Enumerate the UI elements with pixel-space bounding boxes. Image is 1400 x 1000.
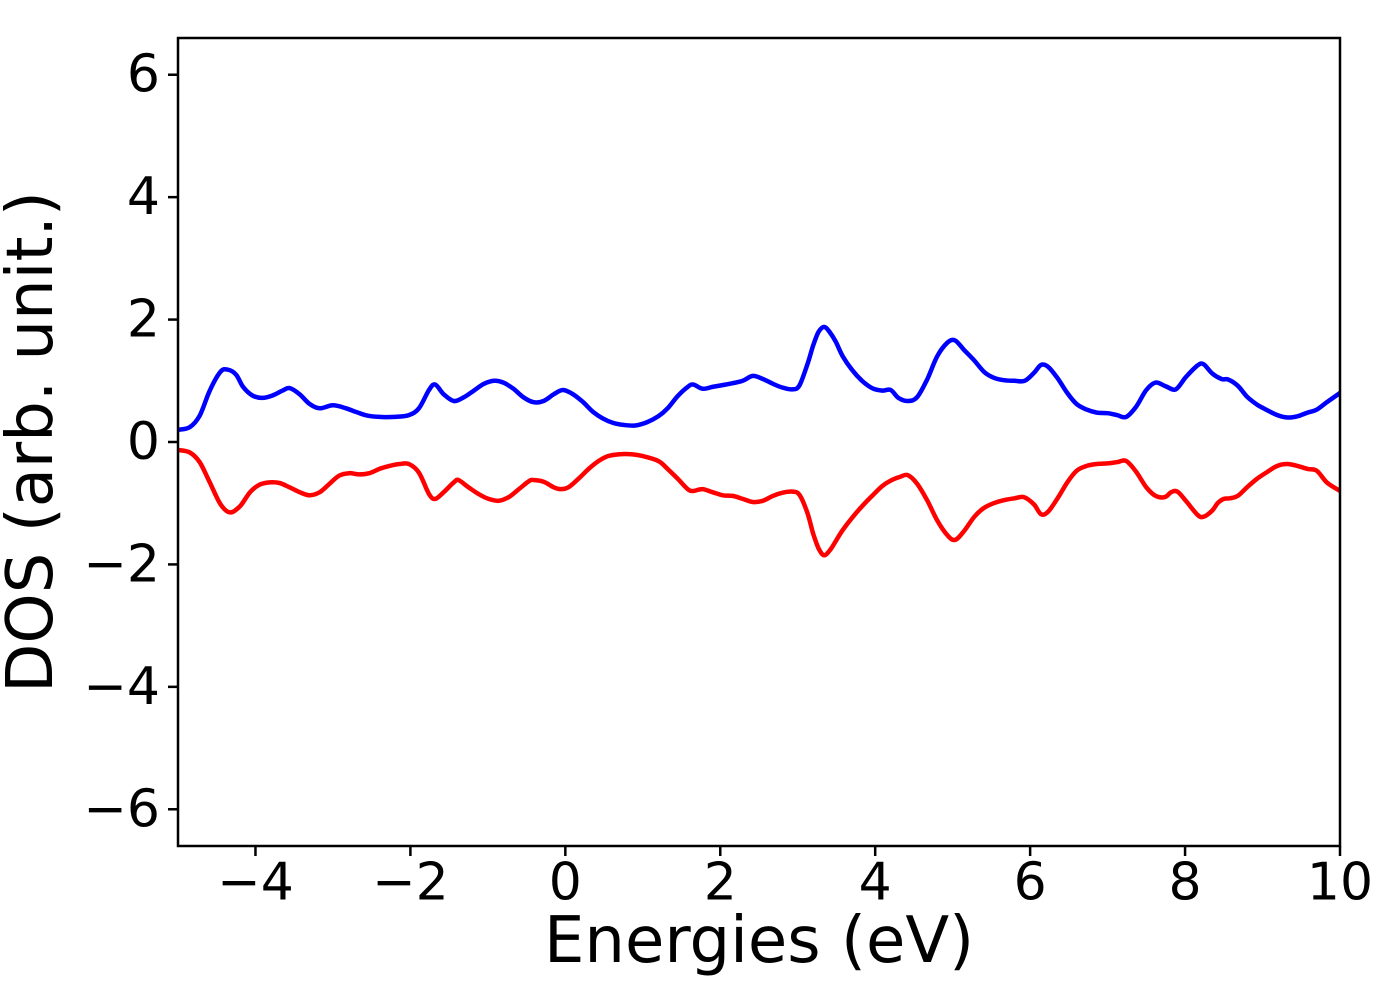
x-tick-label: 8 (1169, 853, 1202, 913)
y-tick-label: 4 (127, 167, 160, 227)
y-tick-label: 0 (127, 412, 160, 472)
x-axis-label: Energies (eV) (544, 904, 974, 978)
x-axis: −4 −2 0 2 4 6 8 10 (217, 846, 1373, 913)
x-tick-label: −4 (217, 853, 294, 913)
x-tick-label: −2 (372, 853, 449, 913)
curves-group (178, 324, 1340, 558)
y-axis: 6 4 2 0 −2 −4 −6 (83, 45, 178, 839)
dos-curve-spin-up-blue (178, 324, 1340, 433)
y-tick-label: −6 (83, 779, 160, 839)
y-tick-label: −4 (83, 657, 160, 717)
y-tick-label: 2 (127, 290, 160, 350)
x-tick-label: 0 (549, 853, 582, 913)
x-tick-label: 6 (1014, 853, 1047, 913)
x-tick-label: 2 (704, 853, 737, 913)
x-tick-label: 10 (1307, 853, 1373, 913)
plot-area: −4 −2 0 2 4 6 8 10 6 4 2 0 −2 −4 −6 Energies (eV) DOS… (0, 36, 1373, 978)
y-tick-label: 6 (127, 45, 160, 105)
y-tick-label: −2 (83, 534, 160, 594)
dos-curve-spin-down-red (178, 447, 1340, 558)
x-tick-label: 4 (859, 853, 892, 913)
y-axis-label: DOS (arb. unit.) (0, 191, 68, 693)
